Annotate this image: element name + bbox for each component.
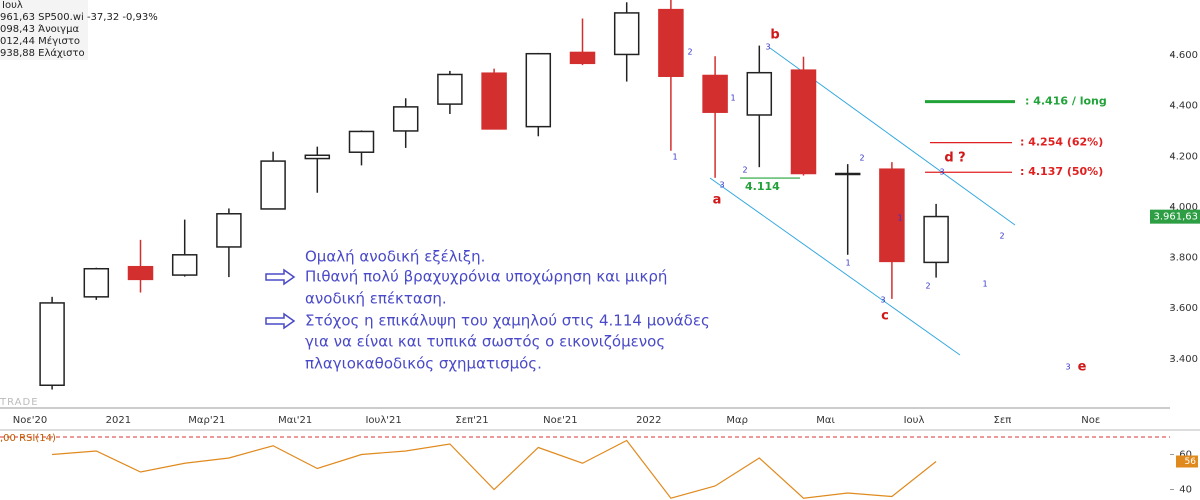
note: Ομαλή ανοδική εξέλιξη. Πιθανή πολύ βραχυ…: [305, 248, 710, 373]
wave-label: 1: [982, 280, 987, 289]
channel-line: [709, 177, 961, 356]
x-tick-label: Νοε'20: [13, 415, 47, 426]
note-line: Στόχος η επικάλυψη του χαμηλού στις 4.11…: [305, 312, 710, 330]
x-tick-label: Σεπ'21: [455, 415, 488, 426]
arrow-icon: [265, 312, 296, 330]
wave-label: 3: [719, 181, 724, 190]
price-badge-label: 3.961,63: [1153, 212, 1198, 223]
y-tick-label: 4.200: [1169, 151, 1198, 162]
wave-label: 2: [859, 154, 864, 163]
wave-label: 1: [730, 94, 735, 103]
x-tick-label: Σεπ: [994, 415, 1012, 426]
rsi-line: [52, 439, 937, 499]
wave-label: 1: [672, 153, 677, 162]
candle-body: [613, 12, 640, 56]
candle-body: [525, 52, 552, 128]
y-tick-label: 3.600: [1169, 303, 1198, 314]
arrow-icon: [265, 268, 296, 286]
note-line: πλαγιοκαθοδικός σχηματισμός.: [305, 355, 542, 373]
level-label: : 4.137 (50%): [1020, 165, 1103, 178]
x-tick-label: Νοε: [1081, 415, 1100, 426]
candle-body: [392, 106, 419, 132]
candle-body: [216, 213, 242, 248]
rsi-badge-label: 56: [1185, 457, 1197, 467]
note-line: ανοδική επέκταση.: [305, 290, 447, 308]
candle-body: [260, 160, 286, 210]
header: 961,63 SP500.wi -37,32 -0,93%: [0, 12, 158, 23]
rsi-label: ,00 RSI(14): [0, 433, 56, 444]
wave-label: 1: [897, 214, 902, 223]
candle-body: [746, 71, 773, 116]
candle-body: [702, 74, 728, 113]
note-line: Πιθανή πολύ βραχυχρόνια υποχώρηση και μι…: [305, 268, 667, 286]
wave-label: 2: [687, 48, 692, 57]
candle-body: [879, 168, 905, 263]
level-label: : 4.254 (62%): [1020, 136, 1103, 149]
wave-label: b: [770, 28, 779, 43]
wave-label: 3: [939, 168, 944, 177]
rsi-badge: [1176, 455, 1198, 468]
wave-label: 1: [845, 259, 850, 268]
watermark: TRADE: [0, 397, 39, 408]
wave-label: 2: [999, 232, 1004, 241]
rsi-tick-label: 40: [1179, 485, 1192, 496]
wave-label: c: [881, 309, 889, 324]
candle-body: [437, 73, 463, 105]
header: 098,43 Άνοιγμα: [0, 23, 79, 35]
wave-label: 3: [765, 43, 770, 52]
candle-body: [39, 302, 65, 386]
candle-body: [658, 8, 684, 77]
x-tick-label: 2022: [636, 415, 661, 426]
y-tick-label: 3.400: [1169, 354, 1198, 365]
candle-body: [304, 154, 331, 160]
candle-body: [481, 72, 507, 130]
x-tick-label: Μαρ: [726, 415, 748, 426]
wave-label: a: [713, 193, 722, 208]
header: 012,44 Μέγιστο: [0, 35, 80, 47]
wave-label: 3: [880, 296, 885, 305]
header: Ιουλ: [2, 0, 23, 11]
x-tick-label: Ιουλ: [904, 415, 925, 426]
x-tick-label: Νοε'21: [543, 415, 577, 426]
level-label: : 4.416 / long: [1025, 95, 1107, 108]
x-tick-label: 2021: [106, 415, 131, 426]
wave-label: 2: [742, 166, 747, 175]
candle-body: [127, 265, 154, 281]
wave-label: 2: [925, 282, 930, 291]
x-tick-label: Μαι'21: [278, 415, 312, 426]
candle-body: [83, 267, 110, 298]
candle-body: [348, 130, 375, 153]
y-tick-label: 3.800: [1169, 253, 1198, 264]
wave-label: 3: [1065, 363, 1070, 372]
header-box: [0, 0, 88, 60]
wave-label: e: [1078, 360, 1087, 375]
candle-body: [171, 254, 198, 276]
note-line: Ομαλή ανοδική εξέλιξη.: [305, 248, 485, 266]
y-tick-label: 4.400: [1169, 101, 1198, 112]
candle-body: [569, 51, 596, 65]
x-tick-label: Μαρ'21: [188, 415, 225, 426]
price-badge: [1150, 209, 1200, 224]
candle-body: [923, 215, 949, 264]
note-line: για να είναι και τυπικά σωστός ο εικονιζ…: [305, 333, 665, 351]
header: 938,88 Ελάχιστο: [0, 47, 85, 59]
y-tick-label: 4.000: [1169, 202, 1198, 213]
candle-body: [790, 69, 817, 175]
y-tick-label: 4.600: [1169, 50, 1198, 61]
candle-body: [834, 172, 861, 176]
wave-label: d ?: [944, 151, 965, 166]
level-label: 4.114: [745, 180, 780, 193]
rsi-tick-label: 60: [1179, 450, 1192, 461]
x-tick-label: Ιουλ'21: [365, 415, 401, 426]
x-tick-label: Μαι: [816, 415, 835, 426]
